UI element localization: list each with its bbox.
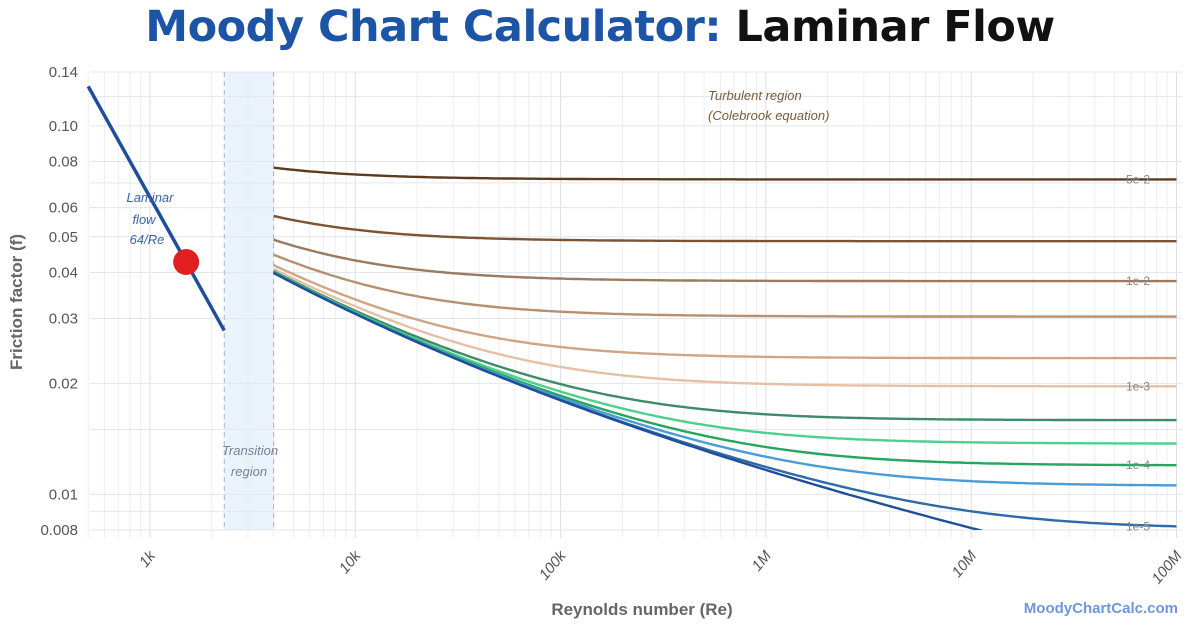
curve-label: 1e-5 <box>1126 519 1150 533</box>
y-axis-ticks: 0.14 0.10 0.08 0.06 0.05 0.04 0.03 0.02 0.01 0.00… <box>40 64 78 539</box>
roughness-curve <box>273 270 1177 422</box>
operating-point[interactable] <box>173 249 200 276</box>
transition-boundaries <box>223 72 275 530</box>
roughness-curves <box>273 166 1177 530</box>
curve-label: 1e-3 <box>1126 379 1150 393</box>
roughness-curve <box>273 271 1177 467</box>
y-tick-label: 0.06 <box>49 200 78 217</box>
x-tick-label: 1M <box>749 547 776 574</box>
x-tick-label: 10k <box>336 546 366 577</box>
curve-label: 5e-2 <box>1126 172 1150 186</box>
y-tick-label: 0.04 <box>49 264 78 281</box>
y-axis-label: Friction factor (f) <box>7 234 26 370</box>
roughness-curve <box>273 214 1177 243</box>
x-tick-label: 1k <box>136 546 160 570</box>
title-part1: Moody Chart Calculator: <box>145 2 722 52</box>
y-tick-label: 0.14 <box>49 64 78 81</box>
curve-labels: 5e-2 1e-2 1e-3 1e-4 1e-5 <box>1126 172 1150 533</box>
title-part2: Laminar Flow <box>735 2 1056 52</box>
laminar-annotation-2: flow <box>132 212 157 227</box>
curve-label: 1e-2 <box>1126 274 1150 288</box>
x-axis-label: Reynolds number (Re) <box>551 600 732 619</box>
y-tick-label: 0.08 <box>49 154 78 171</box>
y-tick-label: 0.03 <box>49 311 78 328</box>
x-axis-ticks: 1k 10k 100k 1M 10M 100M <box>136 546 1186 587</box>
turbulent-annotation-1: Turbulent region <box>708 88 802 103</box>
roughness-curve <box>273 271 1177 445</box>
chart-title: Moody Chart Calculator: Laminar Flow <box>0 2 1200 52</box>
roughness-curve <box>273 271 1177 487</box>
y-tick-label: 0.01 <box>49 486 78 503</box>
roughness-curve <box>273 238 1177 283</box>
y-tick-label: 0.008 <box>40 522 78 539</box>
transition-annotation-1: Transition <box>222 443 278 458</box>
roughness-curve <box>273 271 984 530</box>
y-tick-label: 0.02 <box>49 375 78 392</box>
x-tick-label: 10M <box>948 547 980 581</box>
roughness-curve <box>273 267 1177 388</box>
roughness-curve <box>273 166 1177 181</box>
laminar-annotation-3: 64/Re <box>130 232 165 247</box>
y-tick-label: 0.05 <box>49 229 78 246</box>
brand-watermark: MoodyChartCalc.com <box>1024 600 1178 617</box>
x-tick-label: 100M <box>1148 547 1185 587</box>
transition-annotation-2: region <box>231 464 267 479</box>
transition-region <box>224 72 274 530</box>
roughness-curve <box>273 253 1177 318</box>
roughness-curve <box>273 271 1177 528</box>
curve-label: 1e-4 <box>1126 458 1150 472</box>
laminar-line <box>86 85 226 332</box>
turbulent-annotation-2: (Colebrook equation) <box>708 108 829 123</box>
y-tick-label: 0.10 <box>49 118 78 135</box>
laminar-annotation-1: Laminar <box>127 190 175 205</box>
roughness-curve <box>273 264 1177 360</box>
x-tick-label: 100k <box>536 546 571 583</box>
